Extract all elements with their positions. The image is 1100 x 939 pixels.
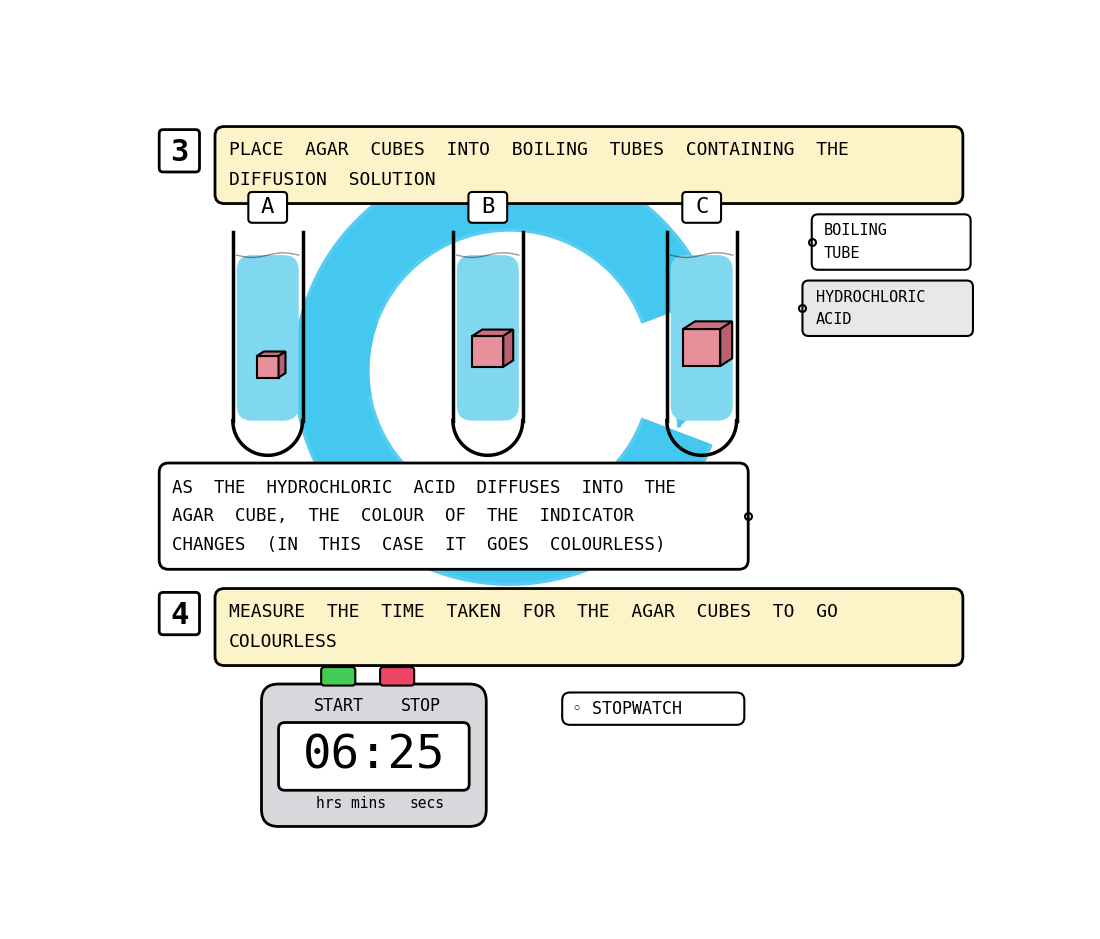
FancyBboxPatch shape	[803, 281, 974, 336]
Polygon shape	[257, 351, 286, 356]
Text: 4: 4	[170, 601, 188, 630]
Bar	[472, 336, 504, 367]
FancyBboxPatch shape	[160, 593, 199, 635]
Bar	[683, 329, 720, 366]
FancyBboxPatch shape	[236, 255, 299, 421]
FancyBboxPatch shape	[262, 684, 486, 826]
Text: AS  THE  HYDROCHLORIC  ACID  DIFFUSES  INTO  THE
AGAR  CUBE,  THE  COLOUR  OF  T: AS THE HYDROCHLORIC ACID DIFFUSES INTO T…	[172, 479, 675, 554]
FancyBboxPatch shape	[469, 192, 507, 223]
Bar	[257, 356, 278, 377]
FancyBboxPatch shape	[160, 463, 748, 569]
FancyBboxPatch shape	[249, 192, 287, 223]
Text: STOP: STOP	[400, 697, 440, 715]
Text: 06:25: 06:25	[302, 734, 446, 778]
Polygon shape	[683, 321, 733, 329]
FancyBboxPatch shape	[321, 667, 355, 685]
Polygon shape	[278, 351, 286, 377]
FancyBboxPatch shape	[160, 130, 199, 172]
FancyBboxPatch shape	[214, 127, 962, 204]
Text: C: C	[695, 197, 708, 218]
Text: secs: secs	[409, 796, 444, 811]
Text: ◦ STOPWATCH: ◦ STOPWATCH	[572, 700, 682, 717]
Text: hrs mins: hrs mins	[316, 796, 386, 811]
FancyBboxPatch shape	[456, 255, 519, 421]
Text: MEASURE  THE  TIME  TAKEN  FOR  THE  AGAR  CUBES  TO  GO
COLOURLESS: MEASURE THE TIME TAKEN FOR THE AGAR CUBE…	[229, 604, 838, 651]
FancyBboxPatch shape	[214, 589, 962, 666]
FancyBboxPatch shape	[812, 214, 970, 269]
Text: HYDROCHLORIC
ACID: HYDROCHLORIC ACID	[815, 289, 925, 327]
Polygon shape	[504, 330, 514, 367]
Polygon shape	[720, 321, 733, 366]
FancyBboxPatch shape	[671, 255, 733, 421]
Polygon shape	[472, 330, 514, 336]
FancyBboxPatch shape	[682, 192, 722, 223]
FancyBboxPatch shape	[381, 667, 415, 685]
Text: A: A	[261, 197, 274, 218]
Text: 3: 3	[170, 138, 188, 167]
FancyBboxPatch shape	[562, 692, 745, 725]
Text: START: START	[314, 697, 364, 715]
Text: PLACE  AGAR  CUBES  INTO  BOILING  TUBES  CONTAINING  THE
DIFFUSION  SOLUTION: PLACE AGAR CUBES INTO BOILING TUBES CONT…	[229, 142, 849, 189]
Text: BOILING
TUBE: BOILING TUBE	[824, 223, 888, 261]
FancyBboxPatch shape	[278, 722, 470, 791]
Text: B: B	[481, 197, 495, 218]
